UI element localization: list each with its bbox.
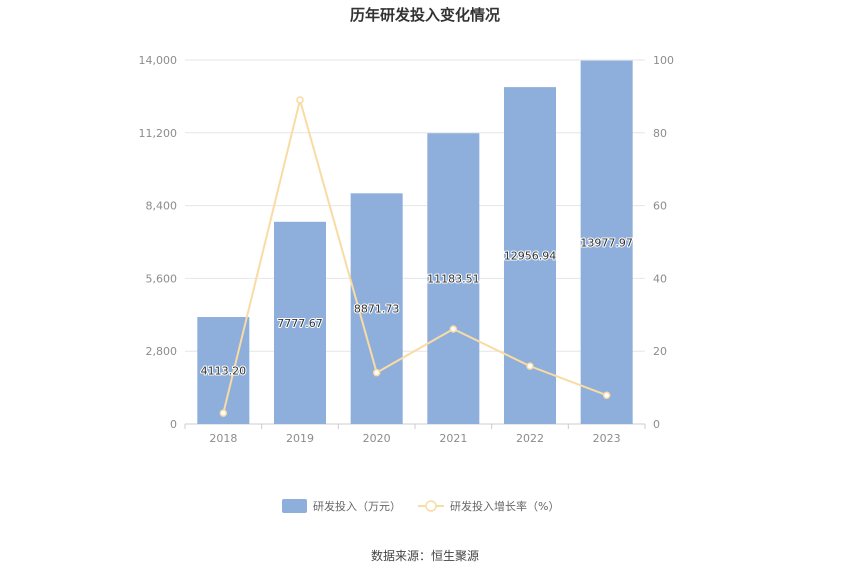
line-series xyxy=(219,96,611,417)
y-left-tick-label: 2,800 xyxy=(146,345,178,358)
y-left-tick-label: 0 xyxy=(170,418,177,431)
y-right-tick-label: 20 xyxy=(653,345,667,358)
y-left-tick-label: 14,000 xyxy=(139,54,178,67)
legend-line-label: 研发投入增长率（%） xyxy=(450,499,559,513)
bar-value-label: 8871.73 xyxy=(354,303,400,316)
line-point xyxy=(526,362,534,370)
line-point xyxy=(372,368,381,377)
bar-value-label: 11183.51 xyxy=(427,273,480,286)
bar-series xyxy=(197,60,633,424)
bar xyxy=(580,60,633,424)
line-point xyxy=(449,325,458,333)
y-right-tick-label: 80 xyxy=(653,127,667,140)
x-tick-label: 2021 xyxy=(439,432,467,445)
line-point xyxy=(602,391,611,399)
bar-value-label: 12956.94 xyxy=(504,250,557,263)
line-point xyxy=(296,96,304,104)
bar xyxy=(427,133,480,424)
data-labels: 4113.20 7777.67 8871.73 11183.51 12956.94 139… xyxy=(200,235,634,378)
y-right-tick-label: 0 xyxy=(653,418,660,431)
y-right-tick-label: 40 xyxy=(653,272,667,285)
legend-bar-label: 研发投入（万元） xyxy=(313,499,401,513)
source-note: 数据来源：恒生聚源 xyxy=(371,548,479,563)
y-left-tick-label: 11,200 xyxy=(139,127,178,140)
x-tick-label: 2023 xyxy=(593,432,621,445)
legend: 研发投入（万元） 研发投入增长率（%） xyxy=(282,499,559,513)
bar-value-label: 4113.20 xyxy=(201,365,247,378)
x-tick-label: 2020 xyxy=(363,432,391,445)
legend-bar-swatch xyxy=(282,499,307,513)
y-left-tick-label: 8,400 xyxy=(146,200,178,213)
x-tick-label: 2018 xyxy=(209,432,237,445)
growth-line xyxy=(222,96,608,414)
x-tick-label: 2022 xyxy=(516,432,544,445)
line-point xyxy=(219,409,228,417)
y-right-tick-label: 60 xyxy=(653,200,667,213)
chart-title: 历年研发投入变化情况 xyxy=(350,6,500,24)
legend-line-marker xyxy=(425,500,437,512)
axes: 0 0 2,800 20 5,600 40 8,400 60 11,200 80 14,000 100… xyxy=(139,54,675,445)
bar-value-label: 13977.97 xyxy=(580,236,633,249)
grid-lines xyxy=(185,59,645,425)
x-tick-label: 2019 xyxy=(286,432,314,445)
bar xyxy=(197,317,250,424)
bar xyxy=(274,221,326,424)
bar-value-label: 7777.67 xyxy=(277,317,323,330)
y-left-tick-label: 5,600 xyxy=(146,272,178,285)
y-right-tick-label: 100 xyxy=(653,54,674,67)
